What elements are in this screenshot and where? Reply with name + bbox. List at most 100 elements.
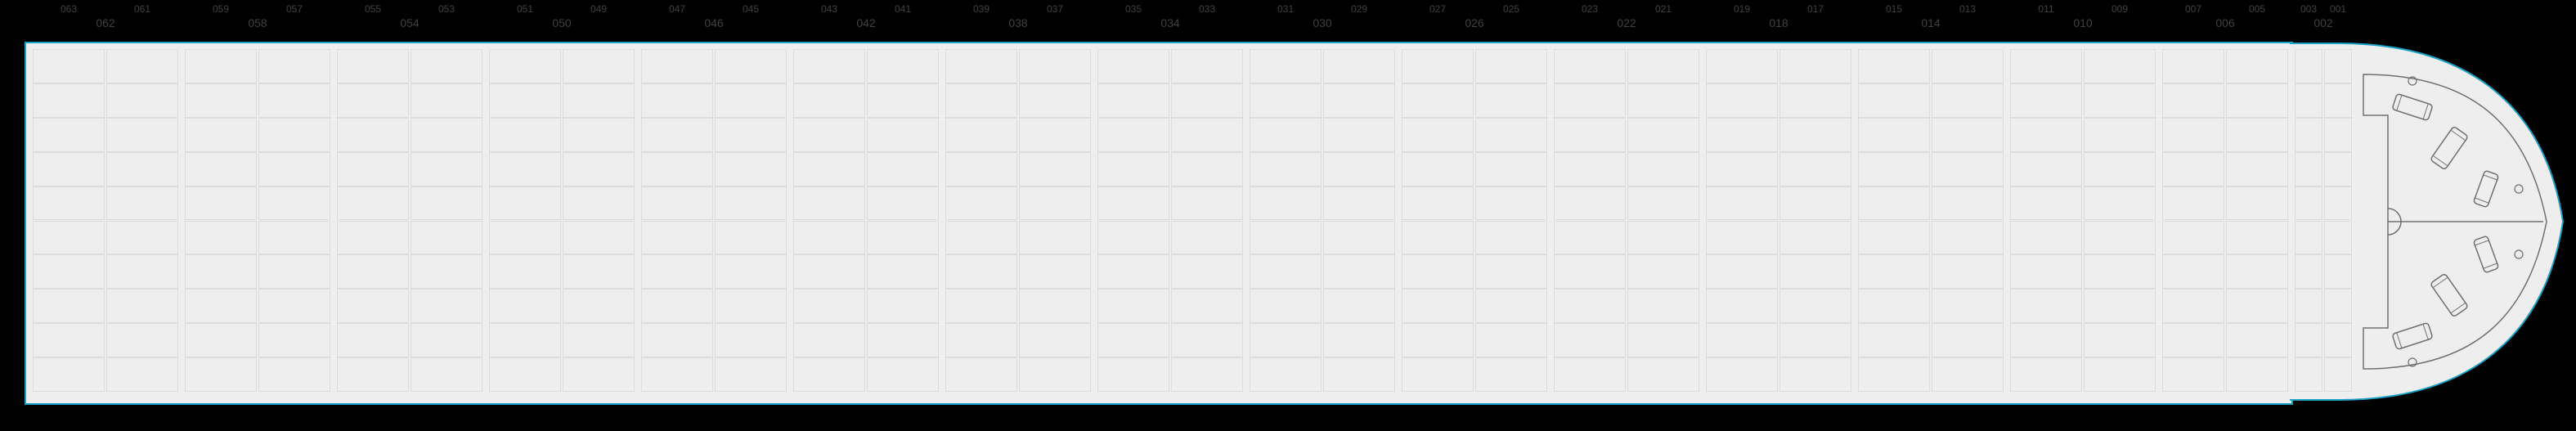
slot: [2324, 83, 2352, 118]
slot: [489, 49, 561, 83]
slot: [337, 254, 409, 289]
slot: [2324, 152, 2352, 186]
slot: [2084, 83, 2156, 118]
slot: [2010, 118, 2082, 152]
slot: [2226, 118, 2288, 152]
slot: [411, 221, 482, 255]
slot: [1932, 118, 2004, 152]
slot: [1475, 254, 1547, 289]
slot: [945, 152, 1017, 186]
slot: [1475, 289, 1547, 323]
slot: [489, 152, 561, 186]
slot: [867, 357, 939, 392]
slot: [185, 254, 257, 289]
slot: [563, 289, 635, 323]
slot: [1779, 254, 1851, 289]
slot: [1171, 186, 1243, 221]
slot: [641, 49, 713, 83]
bay-label-039: 039: [973, 3, 990, 15]
slot: [715, 118, 787, 152]
bay-label-046: 046: [704, 16, 723, 29]
slot: [1706, 357, 1778, 392]
slot: [337, 357, 409, 392]
slot: [1402, 357, 1474, 392]
slot: [2084, 118, 2156, 152]
slot: [1475, 49, 1547, 83]
slot: [106, 118, 178, 152]
slot: [1858, 323, 1930, 357]
slot: [1706, 323, 1778, 357]
bay-label-011: 011: [2038, 3, 2053, 15]
bay-label-030: 030: [1313, 16, 1331, 29]
slot: [1932, 49, 2004, 83]
slot: [337, 289, 409, 323]
bay-label-045: 045: [743, 3, 759, 15]
slot: [33, 83, 105, 118]
bay-label-037: 037: [1047, 3, 1063, 15]
slot: [337, 323, 409, 357]
slot: [1627, 152, 1699, 186]
slot: [793, 289, 865, 323]
slot: [1323, 254, 1395, 289]
slot: [2295, 221, 2322, 255]
slot: [258, 221, 330, 255]
slot: [1779, 83, 1851, 118]
slot: [1706, 254, 1778, 289]
slot: [1019, 118, 1091, 152]
slot: [563, 221, 635, 255]
slot: [1019, 323, 1091, 357]
slot: [258, 323, 330, 357]
slot: [2162, 83, 2224, 118]
slot: [715, 289, 787, 323]
slot: [1097, 221, 1169, 255]
slot: [945, 221, 1017, 255]
slot: [2162, 254, 2224, 289]
slot: [1627, 186, 1699, 221]
slot: [33, 49, 105, 83]
slot: [793, 49, 865, 83]
bay-label-007: 007: [2185, 3, 2201, 15]
slot: [106, 221, 178, 255]
slot: [1627, 357, 1699, 392]
slot: [1554, 357, 1626, 392]
slot: [185, 118, 257, 152]
slot: [106, 323, 178, 357]
slot: [1097, 323, 1169, 357]
bay-label-051: 051: [517, 3, 533, 15]
slot: [1097, 289, 1169, 323]
slot: [1402, 186, 1474, 221]
slot: [1097, 118, 1169, 152]
bay-label-003: 003: [2300, 3, 2317, 15]
slot: [867, 186, 939, 221]
slot: [1323, 221, 1395, 255]
bay-label-017: 017: [1807, 3, 1824, 15]
slot: [2162, 357, 2224, 392]
slot: [1554, 83, 1626, 118]
bay-label-019: 019: [1734, 3, 1750, 15]
slot: [1019, 186, 1091, 221]
slot: [1627, 49, 1699, 83]
slot: [1554, 254, 1626, 289]
slot: [258, 357, 330, 392]
slot: [1097, 357, 1169, 392]
bay-label-038: 038: [1008, 16, 1027, 29]
slot: [793, 152, 865, 186]
slot: [1475, 152, 1547, 186]
slot: [2084, 152, 2156, 186]
bay-label-002: 002: [2313, 16, 2332, 29]
slot: [2162, 221, 2224, 255]
slot: [1323, 83, 1395, 118]
slot: [867, 118, 939, 152]
slot: [641, 152, 713, 186]
slot: [1402, 289, 1474, 323]
slot: [106, 83, 178, 118]
slot: [2010, 323, 2082, 357]
slot: [1858, 118, 1930, 152]
slot: [793, 323, 865, 357]
slot: [1706, 49, 1778, 83]
slot: [2162, 289, 2224, 323]
slot: [1932, 221, 2004, 255]
bay-label-013: 013: [1959, 3, 1976, 15]
slot: [106, 152, 178, 186]
slot: [337, 221, 409, 255]
